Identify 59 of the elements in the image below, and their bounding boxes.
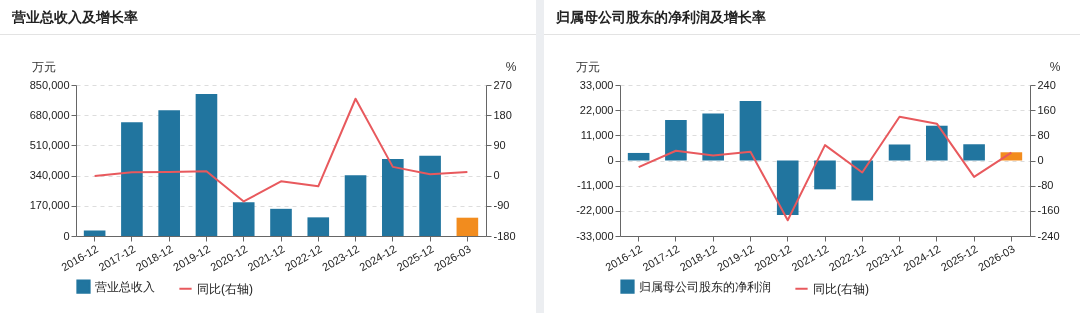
y-tick-label: -22,000 bbox=[576, 204, 614, 217]
bar bbox=[627, 152, 650, 161]
bar bbox=[926, 125, 948, 161]
y2-tick-label: 90 bbox=[493, 138, 506, 151]
legend-label: 营业总收入 bbox=[95, 279, 155, 294]
bar bbox=[963, 144, 985, 161]
bar bbox=[776, 160, 799, 215]
y2-axis-title: % bbox=[1049, 59, 1061, 74]
y-tick-label: 0 bbox=[607, 154, 614, 166]
line-series bbox=[93, 97, 469, 203]
bar bbox=[814, 160, 836, 190]
bar bbox=[83, 230, 106, 236]
y-tick-label: 33,000 bbox=[579, 78, 614, 91]
y-tick-label: 170,000 bbox=[29, 199, 70, 212]
bar bbox=[456, 217, 479, 236]
y-tick-label: 510,000 bbox=[29, 138, 70, 151]
y2-axis-title: % bbox=[505, 59, 517, 74]
y-tick-label: 0 bbox=[63, 229, 70, 242]
y-tick-label: -11,000 bbox=[577, 179, 614, 192]
y2-tick-label: 80 bbox=[1037, 128, 1050, 141]
y-tick-label: 22,000 bbox=[579, 103, 614, 116]
bar bbox=[158, 110, 180, 236]
y2-tick-label: 270 bbox=[493, 78, 512, 91]
bar bbox=[344, 175, 367, 236]
bar bbox=[739, 101, 762, 161]
y2-tick-label: -160 bbox=[1037, 204, 1060, 217]
y2-tick-label: -80 bbox=[1037, 179, 1054, 192]
bar bbox=[195, 93, 218, 236]
y-tick-label: 11,000 bbox=[580, 128, 614, 141]
bar bbox=[232, 202, 255, 236]
bar bbox=[851, 160, 874, 201]
y-tick-label: 680,000 bbox=[29, 108, 70, 121]
y-tick-label: 850,000 bbox=[29, 78, 70, 91]
bar bbox=[121, 122, 143, 236]
y2-tick-label: 240 bbox=[1037, 78, 1056, 91]
bar bbox=[888, 144, 911, 161]
legend-label: 同比(右轴) bbox=[197, 281, 253, 296]
bar bbox=[419, 155, 441, 236]
y2-tick-label: 160 bbox=[1037, 103, 1056, 116]
y2-tick-label: -90 bbox=[493, 199, 510, 212]
bar bbox=[702, 113, 724, 161]
y2-tick-label: 0 bbox=[493, 169, 500, 182]
y-tick-label: 340,000 bbox=[29, 169, 70, 182]
y-tick-label: -33,000 bbox=[576, 229, 614, 242]
y-axis-title: 万元 bbox=[31, 59, 56, 74]
legend-label: 同比(右轴) bbox=[813, 281, 869, 296]
bar bbox=[665, 120, 687, 161]
chart-title: 归属母公司股东的净利润及增长率 bbox=[544, 0, 1080, 35]
y-axis-title: 万元 bbox=[575, 59, 600, 74]
bar bbox=[307, 217, 330, 236]
bar bbox=[270, 208, 292, 236]
chart-title: 营业总收入及增长率 bbox=[0, 0, 536, 35]
y2-tick-label: 0 bbox=[1037, 154, 1044, 166]
line-series bbox=[637, 115, 1013, 222]
y2-tick-label: 180 bbox=[493, 108, 512, 121]
y2-tick-label: -240 bbox=[1037, 229, 1060, 242]
legend-label: 归属母公司股东的净利润 bbox=[639, 279, 771, 294]
bar bbox=[382, 159, 404, 236]
y2-tick-label: -180 bbox=[493, 229, 516, 242]
